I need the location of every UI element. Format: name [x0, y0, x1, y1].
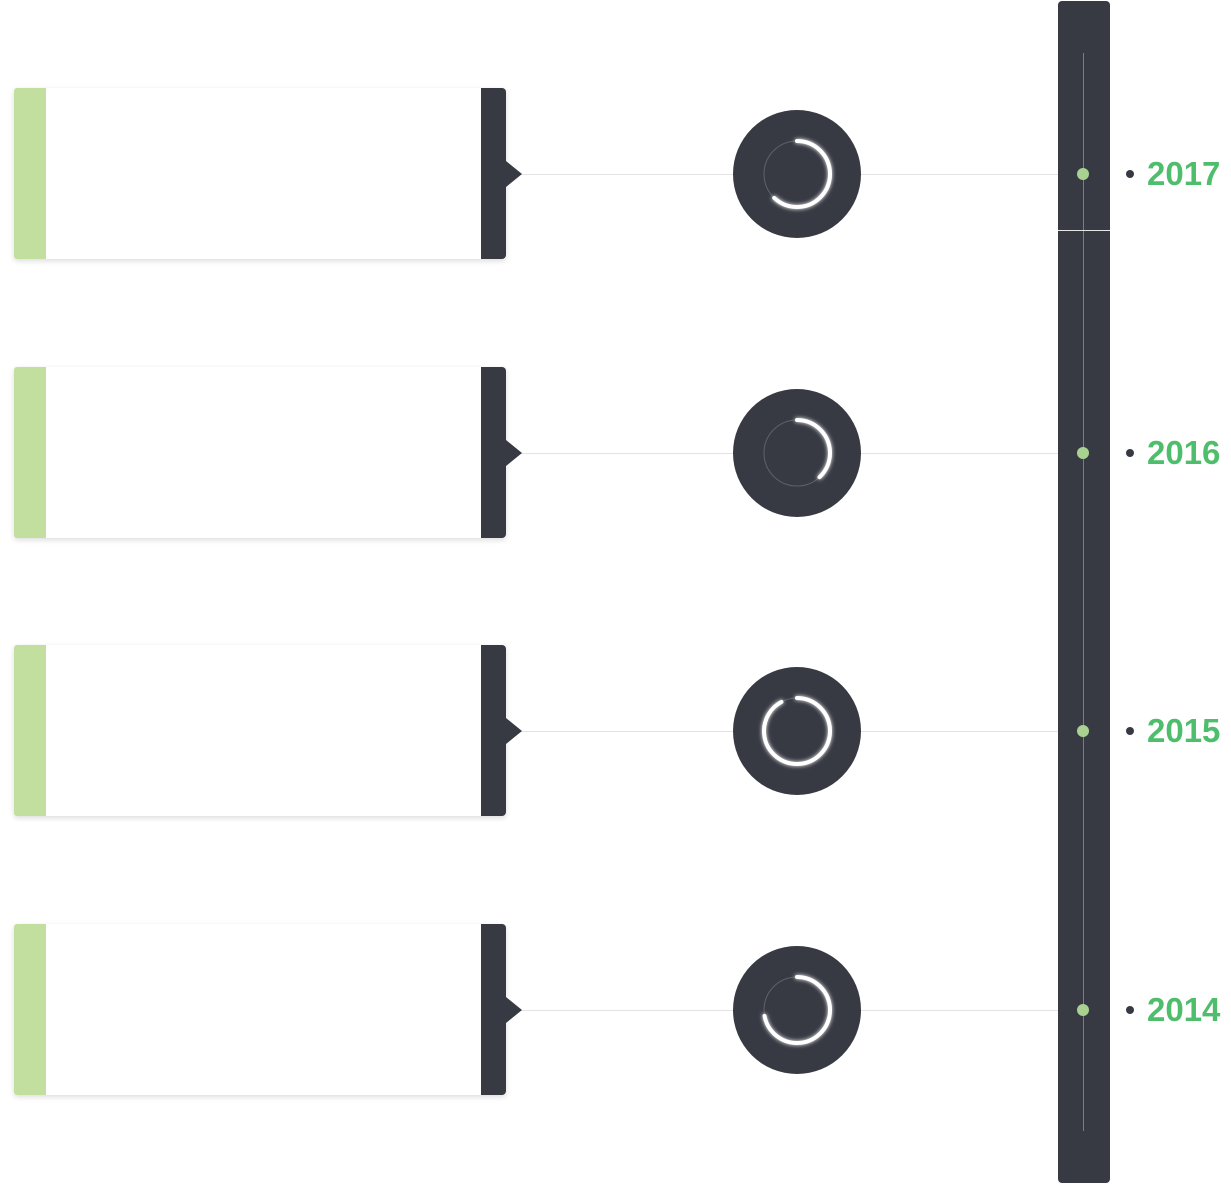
- card-tab: [481, 367, 506, 538]
- year-label: 2017: [1147, 155, 1221, 192]
- card-tab: [481, 924, 506, 1095]
- timeline-dot: [1077, 1004, 1089, 1016]
- timeline-dot: [1077, 725, 1089, 737]
- timeline-entry: 2016: [0, 367, 1231, 542]
- progress-ring-arc: [762, 139, 832, 209]
- card-accent-strip: [14, 645, 46, 816]
- entry-card: [14, 645, 522, 816]
- timeline-dot: [1077, 168, 1089, 180]
- card-pointer-arrow: [506, 161, 522, 187]
- card-pointer-arrow: [506, 997, 522, 1023]
- timeline-dot: [1077, 447, 1089, 459]
- progress-ring-background: [733, 110, 861, 238]
- progress-ring-background: [733, 946, 861, 1074]
- progress-ring: [733, 946, 861, 1074]
- card-tab: [481, 645, 506, 816]
- timeline-track-line: [1083, 53, 1084, 1131]
- progress-ring-arc: [762, 696, 832, 766]
- entry-card: [14, 88, 522, 259]
- timeline-entry: 2015: [0, 645, 1231, 820]
- timeline-entry: 2017: [0, 88, 1231, 263]
- progress-ring-arc: [762, 975, 832, 1045]
- year-bullet: [1126, 727, 1134, 735]
- year-label: 2015: [1147, 712, 1221, 749]
- progress-ring: [733, 110, 861, 238]
- year-label: 2014: [1147, 991, 1221, 1028]
- entry-card: [14, 924, 522, 1095]
- card-accent-strip: [14, 88, 46, 259]
- card-tab: [481, 88, 506, 259]
- year-bullet: [1126, 449, 1134, 457]
- card-pointer-arrow: [506, 440, 522, 466]
- progress-ring-background: [733, 389, 861, 517]
- year-label: 2016: [1147, 434, 1221, 471]
- timeline-bar: [1058, 1, 1110, 1183]
- year-bullet: [1126, 170, 1134, 178]
- card-pointer-arrow: [506, 718, 522, 744]
- year-bullet: [1126, 1006, 1134, 1014]
- timeline-divider: [1058, 230, 1110, 231]
- timeline-entry: 2014: [0, 924, 1231, 1099]
- progress-ring: [733, 667, 861, 795]
- progress-ring: [733, 389, 861, 517]
- card-accent-strip: [14, 367, 46, 538]
- card-accent-strip: [14, 924, 46, 1095]
- progress-ring-arc: [762, 418, 832, 488]
- progress-ring-background: [733, 667, 861, 795]
- entry-card: [14, 367, 522, 538]
